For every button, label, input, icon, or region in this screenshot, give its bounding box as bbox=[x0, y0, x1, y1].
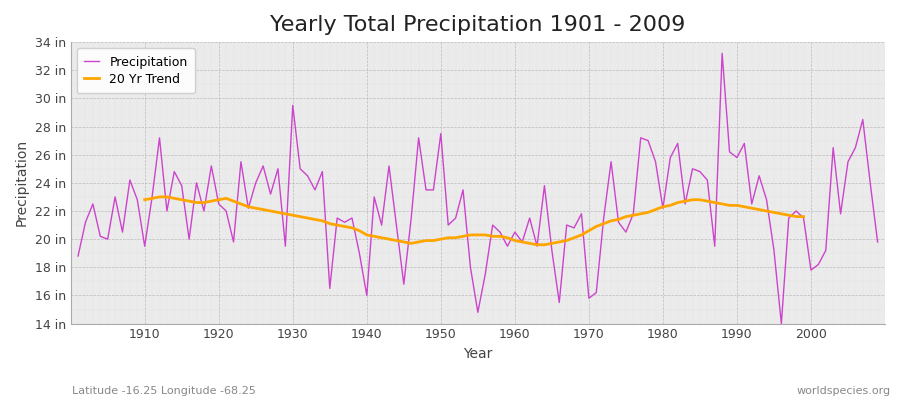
Precipitation bbox=[598, 216, 609, 220]
20 Yr Trend bbox=[798, 214, 809, 219]
20 Yr Trend bbox=[532, 242, 543, 247]
Text: Latitude -16.25 Longitude -68.25: Latitude -16.25 Longitude -68.25 bbox=[72, 386, 256, 396]
Y-axis label: Precipitation: Precipitation bbox=[15, 139, 29, 226]
Line: 20 Yr Trend: 20 Yr Trend bbox=[145, 197, 804, 245]
Precipitation bbox=[73, 254, 84, 258]
20 Yr Trend bbox=[716, 202, 727, 206]
20 Yr Trend bbox=[236, 202, 247, 206]
20 Yr Trend bbox=[346, 226, 357, 230]
Title: Yearly Total Precipitation 1901 - 2009: Yearly Total Precipitation 1901 - 2009 bbox=[270, 15, 686, 35]
Precipitation bbox=[339, 220, 350, 225]
Precipitation bbox=[776, 321, 787, 326]
20 Yr Trend bbox=[613, 217, 624, 222]
Precipitation bbox=[295, 166, 306, 171]
20 Yr Trend bbox=[783, 213, 794, 218]
Precipitation bbox=[716, 51, 727, 56]
Precipitation bbox=[509, 230, 520, 234]
Precipitation bbox=[132, 197, 143, 202]
Legend: Precipitation, 20 Yr Trend: Precipitation, 20 Yr Trend bbox=[76, 48, 195, 93]
X-axis label: Year: Year bbox=[464, 347, 492, 361]
Text: worldspecies.org: worldspecies.org bbox=[796, 386, 891, 396]
20 Yr Trend bbox=[702, 199, 713, 204]
Line: Precipitation: Precipitation bbox=[78, 53, 878, 324]
20 Yr Trend bbox=[154, 194, 165, 199]
20 Yr Trend bbox=[140, 197, 150, 202]
Precipitation bbox=[872, 240, 883, 244]
Precipitation bbox=[502, 244, 513, 248]
